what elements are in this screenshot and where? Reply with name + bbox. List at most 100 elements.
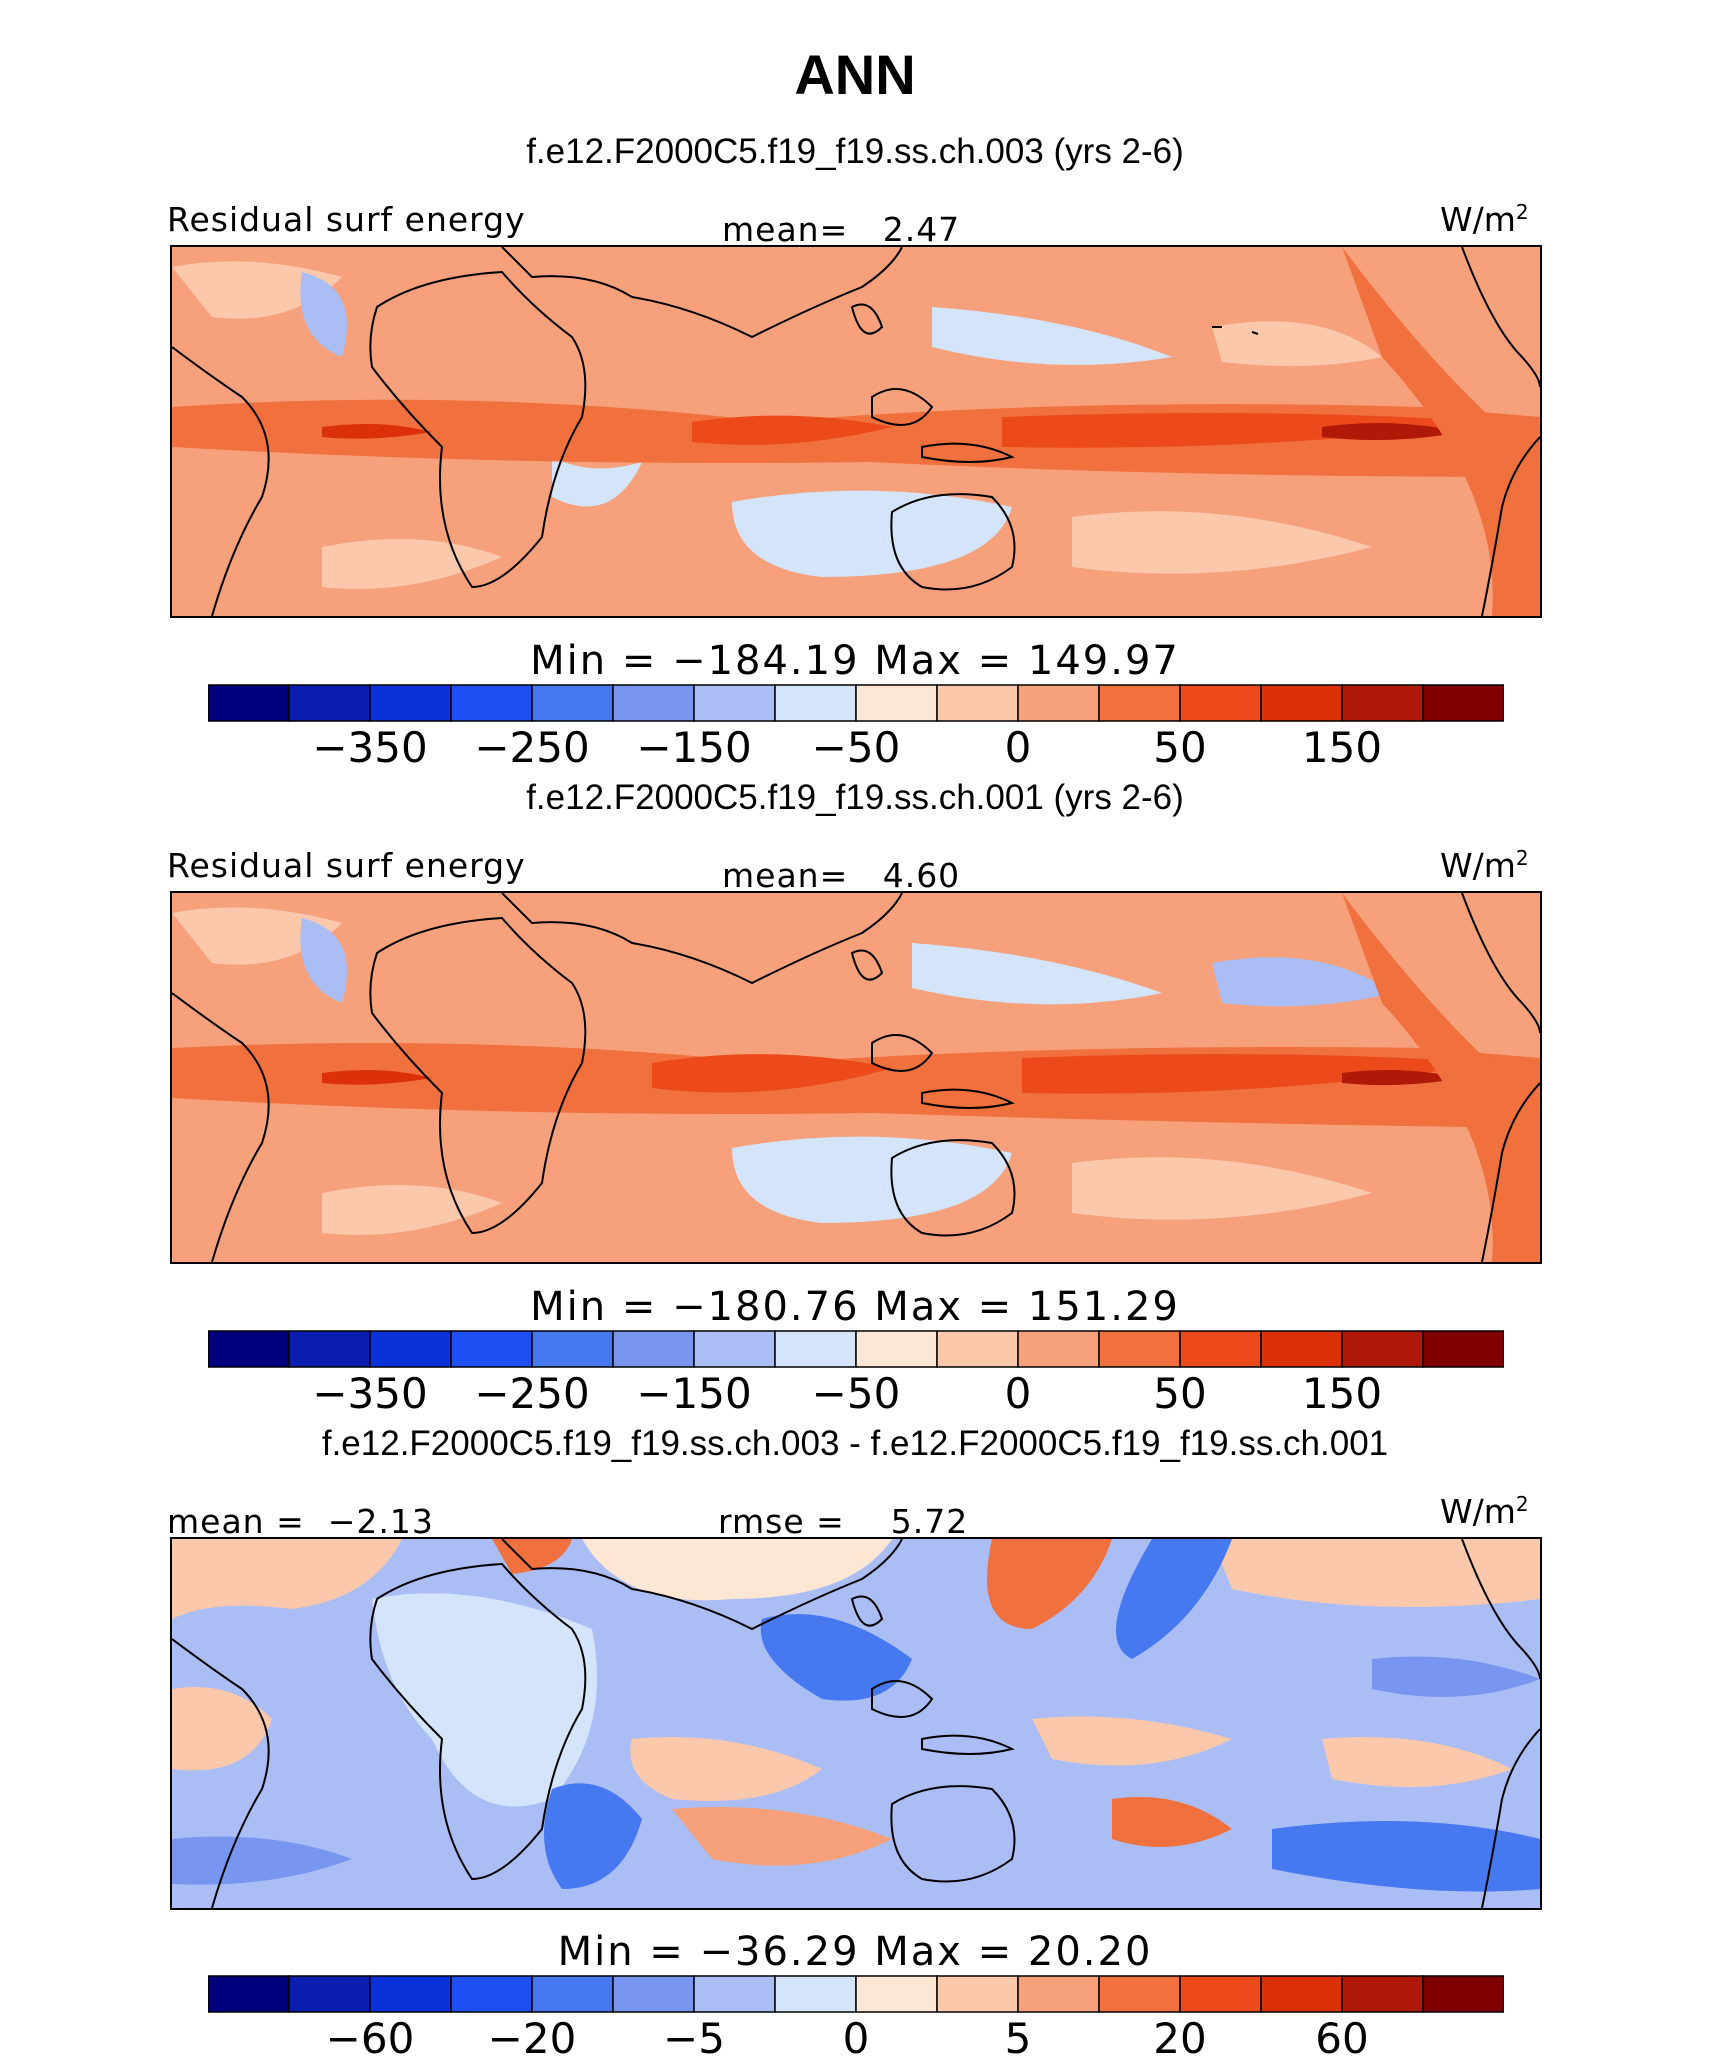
colorbar-box (1422, 1330, 1504, 1368)
colorbar-box (450, 1330, 533, 1368)
panel-1-field (172, 247, 1540, 616)
tick-label: −50 (812, 723, 901, 772)
field-warm-patch (1112, 1797, 1232, 1847)
tick-label: 20 (1153, 2014, 1206, 2063)
field-strong-cool (1116, 1539, 1232, 1659)
panel-2-units: W/m2 (1440, 846, 1529, 885)
panel-3-minmax: Min = −36.29 Max = 20.20 (557, 1929, 1153, 1975)
field-core (322, 1069, 432, 1085)
panel-2-field (172, 893, 1540, 1262)
field-strong-cool (760, 1614, 912, 1701)
colorbar-box (612, 1975, 695, 2013)
colorbar-box (1260, 684, 1343, 722)
tick-label: −50 (812, 1369, 901, 1418)
field-core (322, 423, 432, 439)
tick-label: 150 (1302, 1369, 1382, 1418)
colorbar-box (450, 684, 533, 722)
field-cool-patch (322, 539, 502, 589)
tick-label: 60 (1315, 2014, 1368, 2063)
tick-label: 50 (1153, 723, 1206, 772)
colorbar-box (855, 684, 938, 722)
coastline-south-america (172, 1638, 270, 1908)
tick-label: −60 (326, 2014, 415, 2063)
panel-1-variable-label: Residual surf energy (167, 200, 526, 239)
field-hot-band (692, 415, 892, 445)
panel-2-colorbar (208, 1330, 1504, 1368)
coastline-eurasia (501, 1539, 903, 1631)
colorbar-box (1017, 1975, 1100, 2013)
coastline-australia (890, 493, 1016, 591)
colorbar-box (1017, 1330, 1100, 1368)
panel-2-map (170, 891, 1542, 1264)
field-warm-patch (672, 1807, 892, 1866)
field-hot-band (1002, 413, 1492, 448)
field-cool-patch (300, 918, 347, 1003)
colorbar-box (1179, 684, 1262, 722)
coastline-africa (369, 1562, 587, 1881)
colorbar-box (1098, 1975, 1181, 2013)
field-warm-patch (1212, 1539, 1540, 1607)
tick-label: −250 (474, 1369, 589, 1418)
colorbar-box (369, 1975, 452, 2013)
field-cool-patch (1072, 511, 1372, 574)
field-core (1342, 1069, 1462, 1086)
field-hot-band (652, 1054, 892, 1093)
tick-label: −20 (488, 2014, 577, 2063)
coastline-australia (890, 1139, 1016, 1237)
panel-3-rmse-label: rmse = 5.72 (718, 1502, 969, 1541)
field-warm-band (1342, 893, 1540, 1262)
field-cool-patch (172, 907, 342, 965)
coastline-islands (850, 303, 1259, 463)
field-cool-patch (932, 307, 1172, 365)
colorbar-box (1422, 1975, 1504, 2013)
field-cool-patch (552, 457, 642, 507)
field-core (1322, 423, 1462, 441)
colorbar-box (612, 1330, 695, 1368)
colorbar-box (1341, 684, 1424, 722)
colorbar-box (450, 1975, 533, 2013)
field-cool-patch (322, 1185, 502, 1235)
coastline-australia (890, 1785, 1016, 1883)
panel-3-mean-label: mean = −2.13 (167, 1502, 434, 1541)
field-strong-cool (1272, 1821, 1540, 1892)
colorbar-box (693, 1975, 776, 2013)
panel-3-colorbar-ticks: −60 −20 −5 0 5 20 60 (326, 2014, 1369, 2063)
colorbar-box (774, 1330, 857, 1368)
coastline-americas (1461, 893, 1540, 1262)
tick-label: 5 (1005, 2014, 1032, 2063)
field-hot-band (1022, 1054, 1492, 1094)
field-warm-band (1342, 247, 1540, 616)
panel-1-case-title: f.e12.F2000C5.f19_f19.ss.ch.003 (yrs 2-6… (526, 132, 1184, 171)
tick-label: 0 (1005, 723, 1032, 772)
field-cool-patch (1212, 957, 1392, 1007)
panel-1-colorbar (208, 684, 1504, 722)
field-warm-patch (987, 1539, 1112, 1629)
field-cool-patch (300, 272, 347, 357)
tick-label: −150 (636, 1369, 751, 1418)
panel-2-variable-label: Residual surf energy (167, 846, 526, 885)
colorbar-box (855, 1330, 938, 1368)
coastline-eurasia (501, 247, 903, 339)
coastline-africa (369, 916, 587, 1235)
field-cool-patch (732, 1136, 1012, 1223)
field-strong-cool (1372, 1656, 1540, 1697)
colorbar-box (1341, 1975, 1424, 2013)
tick-label: −350 (312, 1369, 427, 1418)
panel-1-map (170, 245, 1542, 618)
tick-label: 0 (1005, 1369, 1032, 1418)
field-strong-cool (172, 1836, 352, 1885)
panel-3-field (172, 1539, 1540, 1908)
colorbar-box (936, 1330, 1019, 1368)
colorbar-box (855, 1975, 938, 2013)
coastline-south-america (172, 346, 270, 616)
colorbar-box (936, 1975, 1019, 2013)
colorbar-box (369, 1330, 452, 1368)
colorbar-box (1422, 684, 1504, 722)
coastline-eurasia (501, 893, 903, 985)
panel-3-units: W/m2 (1440, 1492, 1529, 1531)
colorbar-box (1260, 1975, 1343, 2013)
colorbar-box (693, 684, 776, 722)
panel-1-units: W/m2 (1440, 200, 1529, 239)
colorbar-box (774, 1975, 857, 2013)
field-strong-cool (544, 1783, 642, 1889)
